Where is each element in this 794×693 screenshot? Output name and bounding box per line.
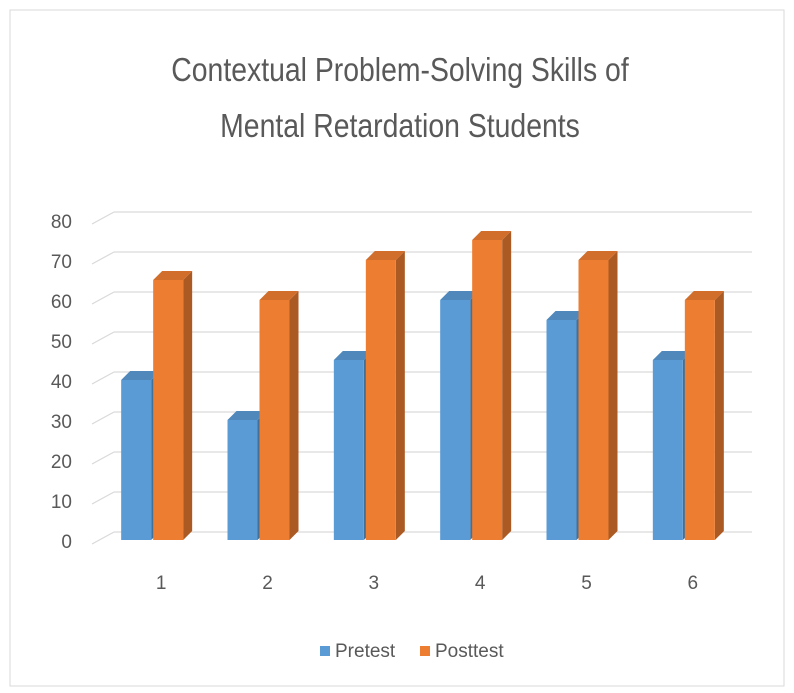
x-tick-label: 2 [262,573,273,594]
bar-top [546,311,586,320]
grid-line-side [91,491,115,505]
legend-label: Posttest [435,641,504,662]
grid-line-side [91,331,115,345]
y-tick-label: 10 [51,492,72,513]
y-tick-label: 60 [51,292,72,313]
chart-frame [9,9,785,687]
bar [333,360,364,540]
legend-label: Pretest [335,641,396,662]
chart-title: Contextual Problem-Solving Skills of Men… [171,51,629,144]
bar-side [502,231,512,540]
grid-line-side [91,371,115,385]
bar [440,300,471,540]
bar-top [684,291,724,300]
x-tick-label: 5 [581,573,592,594]
legend-swatch [420,646,430,656]
bar [365,260,396,540]
grid-line-side [91,531,115,545]
grid-line-side [91,411,115,425]
bar-side [289,291,299,540]
bar-top [259,291,299,300]
y-tick-label: 50 [51,332,72,353]
bar-top [652,351,692,360]
bar-top [227,411,267,420]
bar [472,240,503,540]
legend-swatch [320,646,330,656]
grid-line-side [91,211,115,225]
y-tick-label: 30 [51,412,72,433]
bar [546,320,577,540]
x-tick-label: 1 [156,573,167,594]
bar-top [121,371,161,380]
bar-side [608,251,618,540]
bar [652,360,683,540]
grid-line-side [91,291,115,305]
y-tick-label: 0 [61,532,72,553]
grid-line-side [91,451,115,465]
bar [578,260,609,540]
bar-top [153,271,193,280]
y-tick-label: 70 [51,252,72,273]
bar [227,420,258,540]
x-tick-label: 4 [475,573,486,594]
bar-side [183,271,193,540]
bar [153,280,184,540]
x-tick-label: 3 [369,573,380,594]
bar-top [365,251,405,260]
bar [121,380,152,540]
bar-top [472,231,512,240]
x-tick-label: 6 [688,573,699,594]
bar [684,300,715,540]
y-tick-label: 80 [51,212,72,233]
bar-side [714,291,724,540]
bar-top [440,291,480,300]
bar-top [578,251,618,260]
y-tick-label: 40 [51,372,72,393]
bar-top [333,351,373,360]
y-tick-label: 20 [51,452,72,473]
grid-line-side [91,251,115,265]
bar [259,300,290,540]
bar-side [395,251,405,540]
